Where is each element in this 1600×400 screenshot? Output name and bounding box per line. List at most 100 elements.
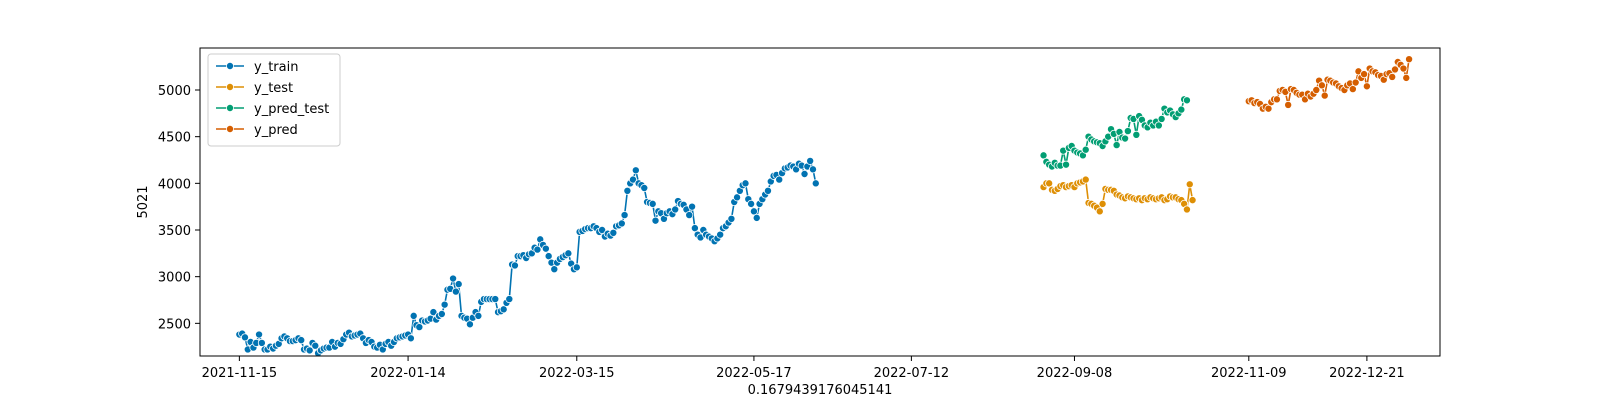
- data-point: [1157, 114, 1166, 123]
- data-point: [415, 323, 424, 332]
- data-point: [1095, 207, 1104, 216]
- legend-marker: [225, 83, 234, 92]
- data-point: [1320, 91, 1329, 100]
- data-point: [1121, 134, 1130, 143]
- data-point: [741, 179, 750, 188]
- data-point: [406, 334, 415, 343]
- data-point: [609, 228, 618, 237]
- data-point: [240, 333, 249, 342]
- data-point: [1360, 70, 1369, 79]
- data-point: [617, 219, 626, 228]
- x-tick-label: 2022-01-14: [370, 366, 446, 381]
- legend-marker: [225, 62, 234, 71]
- data-point: [1312, 86, 1321, 95]
- data-point: [440, 300, 449, 309]
- data-point: [688, 202, 697, 211]
- y-tick-label: 4500: [158, 131, 191, 146]
- y-tick-label: 3500: [158, 224, 191, 239]
- data-point: [1045, 179, 1054, 188]
- data-point: [297, 336, 306, 345]
- legend-item-y_train: y_train: [216, 60, 298, 75]
- data-point: [305, 346, 314, 355]
- data-point: [1272, 95, 1281, 104]
- data-point: [409, 311, 418, 320]
- data-point: [1081, 175, 1090, 184]
- data-point: [1132, 130, 1141, 139]
- data-point: [763, 186, 772, 195]
- data-point: [620, 211, 629, 220]
- x-axis-title: 0.1679439176045141: [748, 383, 893, 398]
- legend-marker: [225, 104, 234, 113]
- legend-label: y_train: [254, 60, 298, 75]
- plot-frame: [199, 47, 1441, 357]
- data-point: [544, 252, 553, 261]
- data-point: [564, 249, 573, 258]
- data-point: [505, 295, 514, 304]
- legend-box: [207, 53, 341, 147]
- data-point: [541, 244, 550, 253]
- legend: y_train y_test y_pred_test y_pred: [207, 53, 341, 147]
- data-point: [533, 245, 542, 254]
- y-tick-label: 2500: [158, 317, 191, 332]
- data-point: [1402, 73, 1411, 82]
- x-tick-label: 2022-03-15: [539, 366, 615, 381]
- data-point: [598, 225, 607, 234]
- legend-label: y_pred: [254, 123, 298, 138]
- legend-item-y_pred_test: y_pred_test: [216, 102, 329, 117]
- data-point: [1351, 78, 1360, 87]
- data-point: [1081, 145, 1090, 154]
- data-point: [449, 274, 458, 283]
- y-axis-title: 5021: [136, 185, 151, 218]
- series-y_test: [1039, 175, 1197, 216]
- x-tick-label: 2022-09-08: [1037, 366, 1113, 381]
- data-point: [572, 263, 581, 272]
- data-point: [451, 287, 460, 296]
- data-point: [1039, 151, 1048, 160]
- data-point: [1182, 205, 1191, 214]
- x-axis: 2021-11-15 2022-01-14 2022-03-15 2022-05-17…: [202, 356, 1405, 381]
- legend-label: y_test: [254, 81, 293, 96]
- data-point: [1405, 55, 1414, 64]
- data-point: [465, 320, 474, 329]
- data-point: [716, 230, 725, 239]
- data-point: [437, 309, 446, 318]
- data-point: [1182, 96, 1191, 105]
- data-point: [550, 265, 559, 274]
- data-point: [1177, 105, 1186, 114]
- data-point: [429, 308, 438, 317]
- data-point: [510, 261, 519, 270]
- x-tick-label: 2022-07-12: [874, 366, 950, 381]
- data-point: [1264, 104, 1273, 113]
- data-point: [1188, 196, 1197, 205]
- data-point: [800, 169, 809, 178]
- legend-item-y_pred: y_pred: [216, 123, 298, 138]
- data-point: [727, 214, 736, 223]
- series-line: [1042, 98, 1188, 168]
- data-point: [811, 179, 820, 188]
- data-point: [752, 213, 761, 222]
- x-tick-label: 2022-05-17: [716, 366, 792, 381]
- data-point: [648, 199, 657, 208]
- plot-area: [200, 48, 1440, 356]
- series-y_pred: [1244, 55, 1414, 113]
- data-point: [1317, 81, 1326, 90]
- x-tick-label: 2022-12-21: [1329, 366, 1405, 381]
- data-point: [255, 330, 264, 339]
- y-tick-label: 5000: [158, 84, 191, 99]
- data-point: [257, 338, 266, 347]
- series-y_train: [235, 156, 820, 358]
- data-point: [631, 166, 640, 175]
- data-point: [733, 193, 742, 202]
- legend-label: y_pred_test: [254, 102, 329, 117]
- data-point: [499, 305, 508, 314]
- legend-marker: [225, 125, 234, 134]
- y-axis: 2500 3000 3500 4000 4500 5000: [158, 84, 200, 332]
- data-point: [1388, 72, 1397, 81]
- data-point: [311, 341, 320, 350]
- data-point: [651, 216, 660, 225]
- data-point: [747, 199, 756, 208]
- data-point: [806, 156, 815, 165]
- data-point: [1362, 82, 1371, 91]
- data-point: [685, 211, 694, 220]
